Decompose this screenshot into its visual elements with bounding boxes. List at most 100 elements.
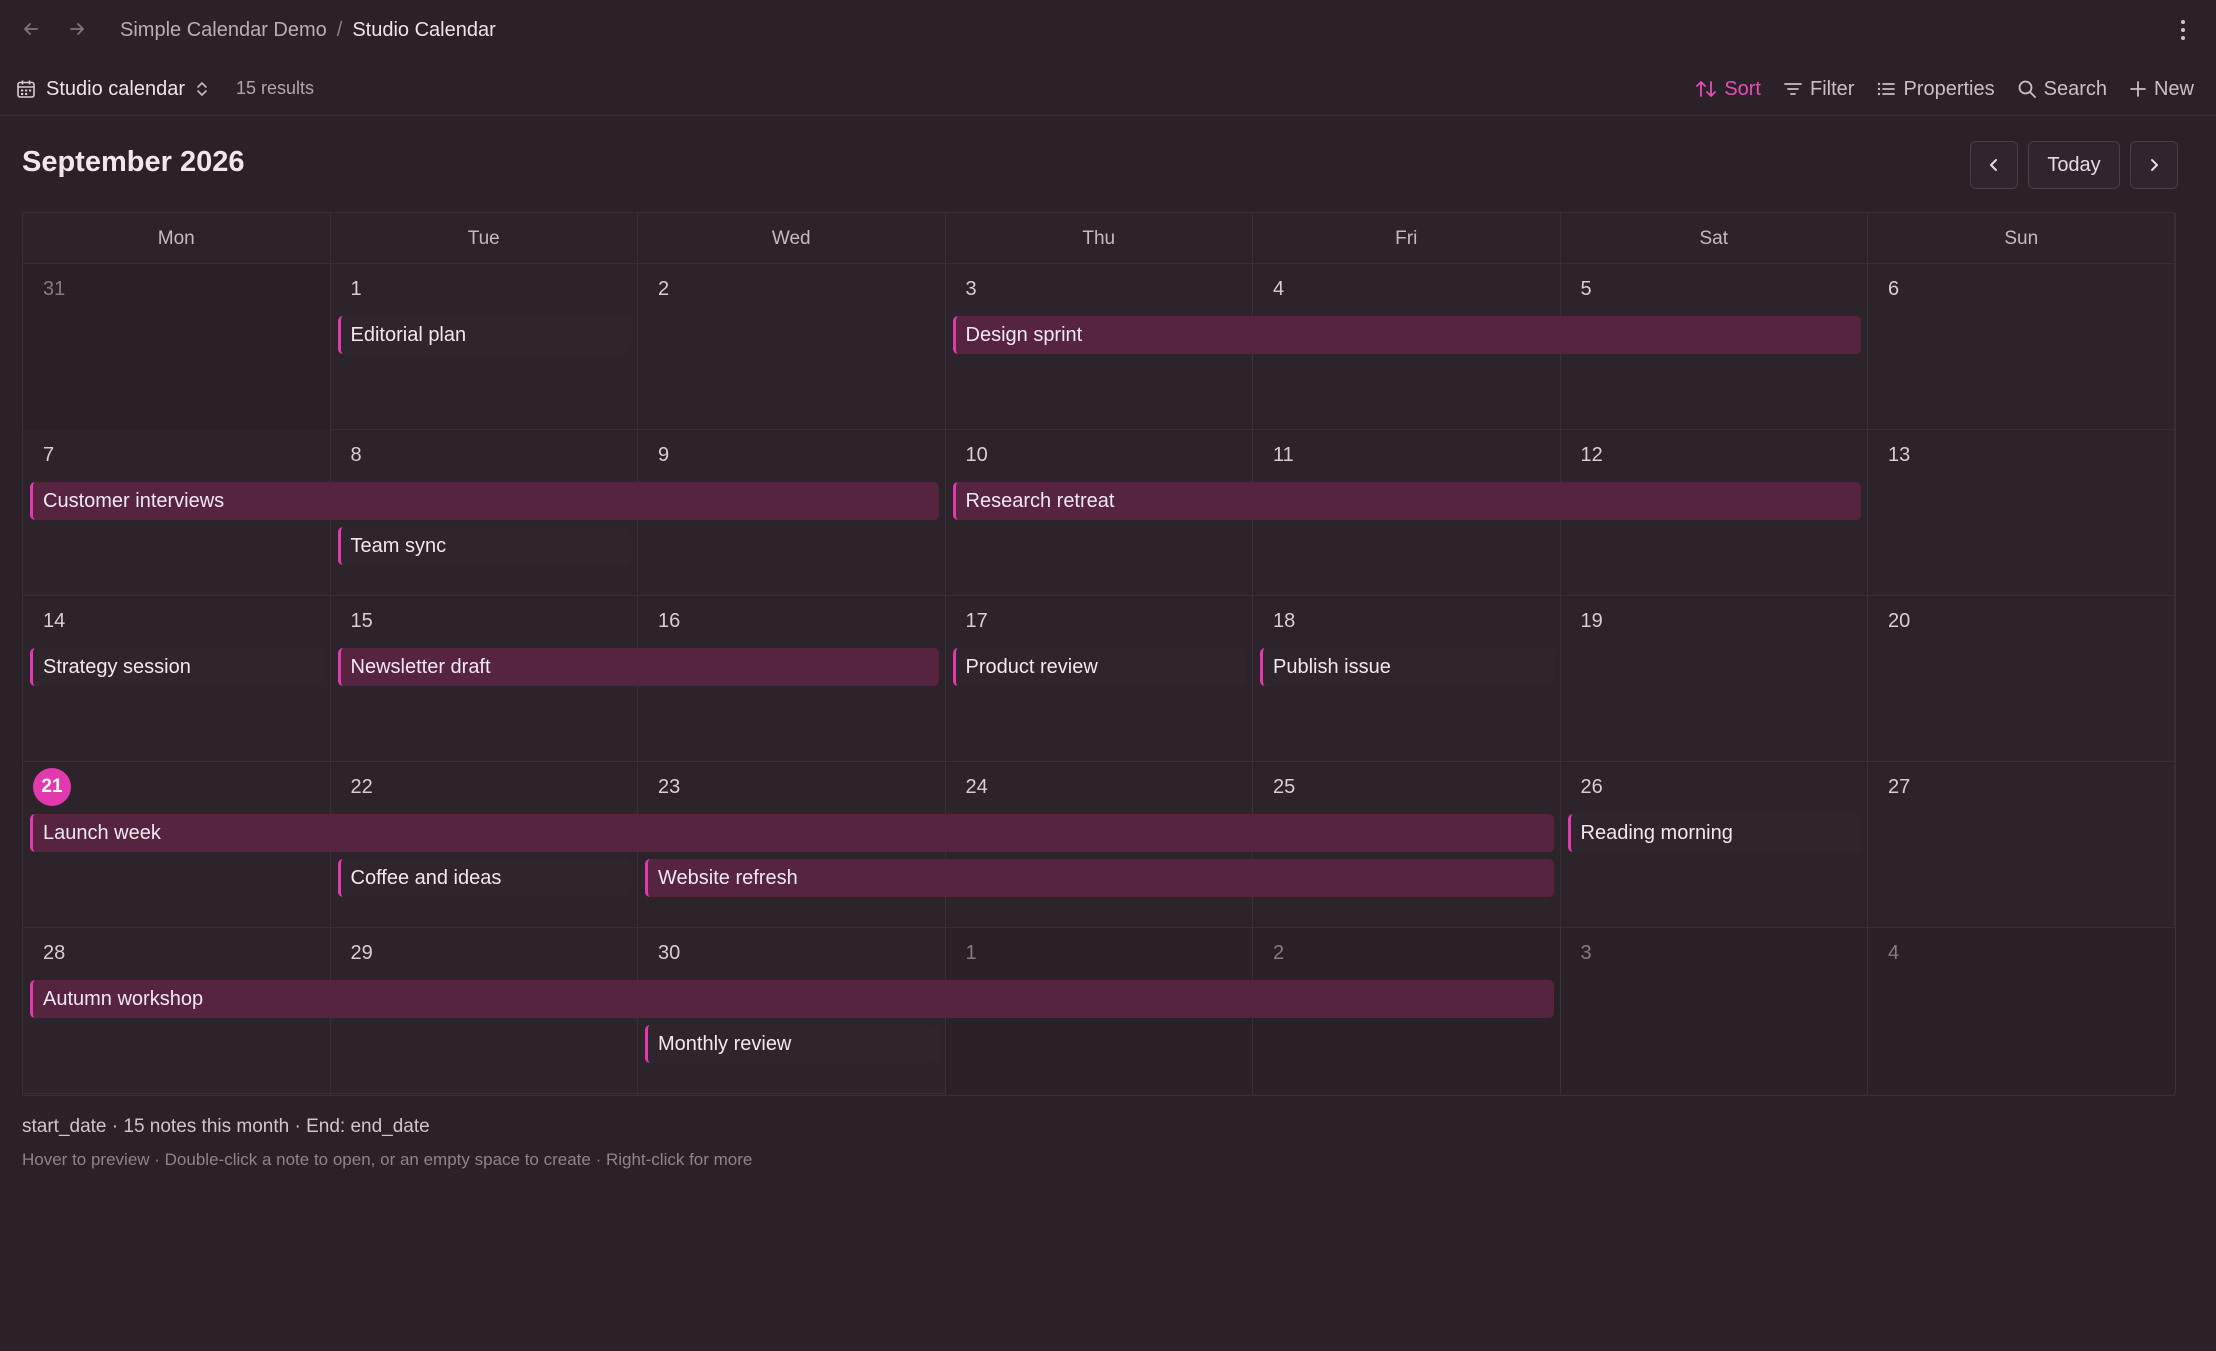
next-month-button[interactable] <box>2130 141 2178 189</box>
day-cell[interactable]: 12 <box>1561 430 1868 596</box>
breadcrumb-current[interactable]: Studio Calendar <box>352 18 496 41</box>
event-chip[interactable]: Launch week <box>30 814 1554 852</box>
day-cell[interactable]: 18 <box>1253 596 1561 762</box>
event-chip[interactable]: Design sprint <box>952 316 1861 354</box>
day-number: 17 <box>965 610 988 632</box>
event-chip[interactable]: Publish issue <box>1260 648 1554 686</box>
week-row: 14 15 16 17 18 19 20 Strategy session Newsletter… <box>23 596 2176 762</box>
day-cell[interactable]: 26 <box>1561 762 1868 928</box>
day-number: 22 <box>350 776 373 798</box>
view-name: Studio calendar <box>46 77 185 100</box>
breadcrumb-parent[interactable]: Simple Calendar Demo <box>120 18 327 41</box>
properties-label: Properties <box>1903 77 1995 100</box>
weekday-sun: Sun <box>1868 213 2176 264</box>
filter-icon <box>1783 79 1803 99</box>
event-chip[interactable]: Autumn workshop <box>30 980 1554 1018</box>
day-number: 18 <box>1273 610 1296 632</box>
properties-button[interactable]: Properties <box>1876 77 1995 101</box>
weekday-sat: Sat <box>1561 213 1868 264</box>
day-number: 23 <box>658 776 681 798</box>
day-cell[interactable]: 14 <box>23 596 331 762</box>
search-icon <box>2017 79 2037 99</box>
event-chip[interactable]: Customer interviews <box>30 482 939 520</box>
week-row: 21 22 23 24 25 26 27 Launch week Reading morning… <box>23 762 2176 928</box>
sort-icon <box>1695 79 1717 99</box>
day-number: 19 <box>1580 610 1603 632</box>
results-count: 15 results <box>236 78 315 98</box>
event-chip[interactable]: Website refresh <box>645 859 1554 897</box>
day-cell[interactable]: 5 <box>1561 264 1868 430</box>
search-label: Search <box>2043 77 2107 100</box>
day-number: 20 <box>1888 610 1911 632</box>
weekday-tue: Tue <box>331 213 638 264</box>
event-chip[interactable]: Newsletter draft <box>337 648 939 686</box>
event-chip[interactable]: Research retreat <box>952 482 1861 520</box>
event-chip[interactable]: Reading morning <box>1567 814 1861 852</box>
day-cell[interactable]: 3 <box>1560 928 1868 1094</box>
day-number: 24 <box>965 776 988 798</box>
day-cell[interactable]: 4 <box>1868 928 2176 1094</box>
month-title: September 2026 <box>22 146 245 178</box>
day-number: 31 <box>43 278 66 300</box>
event-chip[interactable]: Monthly review <box>645 1025 939 1063</box>
event-chip[interactable]: Product review <box>952 648 1246 686</box>
chevron-up-down-icon <box>195 79 209 99</box>
day-cell[interactable]: 13 <box>1868 430 2176 596</box>
day-cell[interactable]: 20 <box>1868 596 2176 762</box>
calendar-summary: start_date · 15 notes this month · End: … <box>22 1116 430 1137</box>
day-number: 5 <box>1580 278 1592 300</box>
view-selector[interactable]: Studio calendar <box>16 74 209 104</box>
forward-arrow-icon[interactable] <box>64 16 90 42</box>
day-number: 1 <box>965 942 977 964</box>
weekday-fri: Fri <box>1253 213 1561 264</box>
day-number: 15 <box>350 610 373 632</box>
sort-label: Sort <box>1724 77 1761 100</box>
today-date-badge: 21 <box>33 768 71 806</box>
day-cell[interactable]: 27 <box>1868 762 2176 928</box>
day-number: 16 <box>658 610 681 632</box>
day-cell[interactable]: 1 <box>331 264 638 430</box>
week-row: 31 1 2 3 4 5 6 Editorial plan Design sprint <box>23 264 2176 430</box>
previous-month-button[interactable] <box>1970 141 2018 189</box>
sort-button[interactable]: Sort <box>1695 78 1761 101</box>
weekday-header: Mon Tue Wed Thu Fri Sat Sun <box>23 213 2176 264</box>
day-number: 27 <box>1888 776 1911 798</box>
event-chip[interactable]: Strategy session <box>30 648 324 686</box>
day-number: 4 <box>1888 942 1900 964</box>
breadcrumb-separator: / <box>336 18 343 41</box>
more-options-icon[interactable] <box>2170 16 2196 44</box>
filter-button[interactable]: Filter <box>1783 78 1854 101</box>
day-number: 12 <box>1580 444 1603 466</box>
chevron-right-icon <box>2147 157 2161 173</box>
filter-label: Filter <box>1810 77 1855 100</box>
day-cell[interactable]: 25 <box>1253 762 1561 928</box>
today-button[interactable]: Today <box>2028 141 2120 189</box>
day-number: 9 <box>658 444 670 466</box>
search-button[interactable]: Search <box>2017 78 2107 101</box>
day-cell[interactable]: 17 <box>946 596 1253 762</box>
day-number: 3 <box>1580 942 1592 964</box>
list-icon <box>1876 79 1896 99</box>
new-button[interactable]: New <box>2129 78 2194 101</box>
month-navigation: Today <box>1970 141 2178 189</box>
day-cell[interactable]: 6 <box>1868 264 2176 430</box>
day-number: 26 <box>1580 776 1603 798</box>
day-cell[interactable]: 2 <box>638 264 946 430</box>
day-cell[interactable]: 16 <box>638 596 946 762</box>
usage-hint: Hover to preview · Double-click a note t… <box>22 1150 753 1169</box>
day-number: 29 <box>350 942 373 964</box>
new-label: New <box>2153 77 2194 100</box>
day-cell[interactable]: 19 <box>1561 596 1868 762</box>
day-number: 6 <box>1888 278 1900 300</box>
month-grid: Mon Tue Wed Thu Fri Sat Sun 31 1 2 3 4 5 6 Editorial … <box>22 212 2176 1096</box>
calendar-icon <box>16 79 36 99</box>
event-chip[interactable]: Team sync <box>337 527 631 565</box>
day-cell[interactable]: 9 <box>638 430 946 596</box>
back-arrow-icon[interactable] <box>18 16 44 42</box>
day-number: 7 <box>43 444 55 466</box>
plus-icon <box>2129 80 2147 98</box>
event-chip[interactable]: Coffee and ideas <box>337 859 631 897</box>
day-number: 1 <box>350 278 362 300</box>
event-chip[interactable]: Editorial plan <box>337 316 631 354</box>
day-cell[interactable]: 31 <box>23 264 331 430</box>
